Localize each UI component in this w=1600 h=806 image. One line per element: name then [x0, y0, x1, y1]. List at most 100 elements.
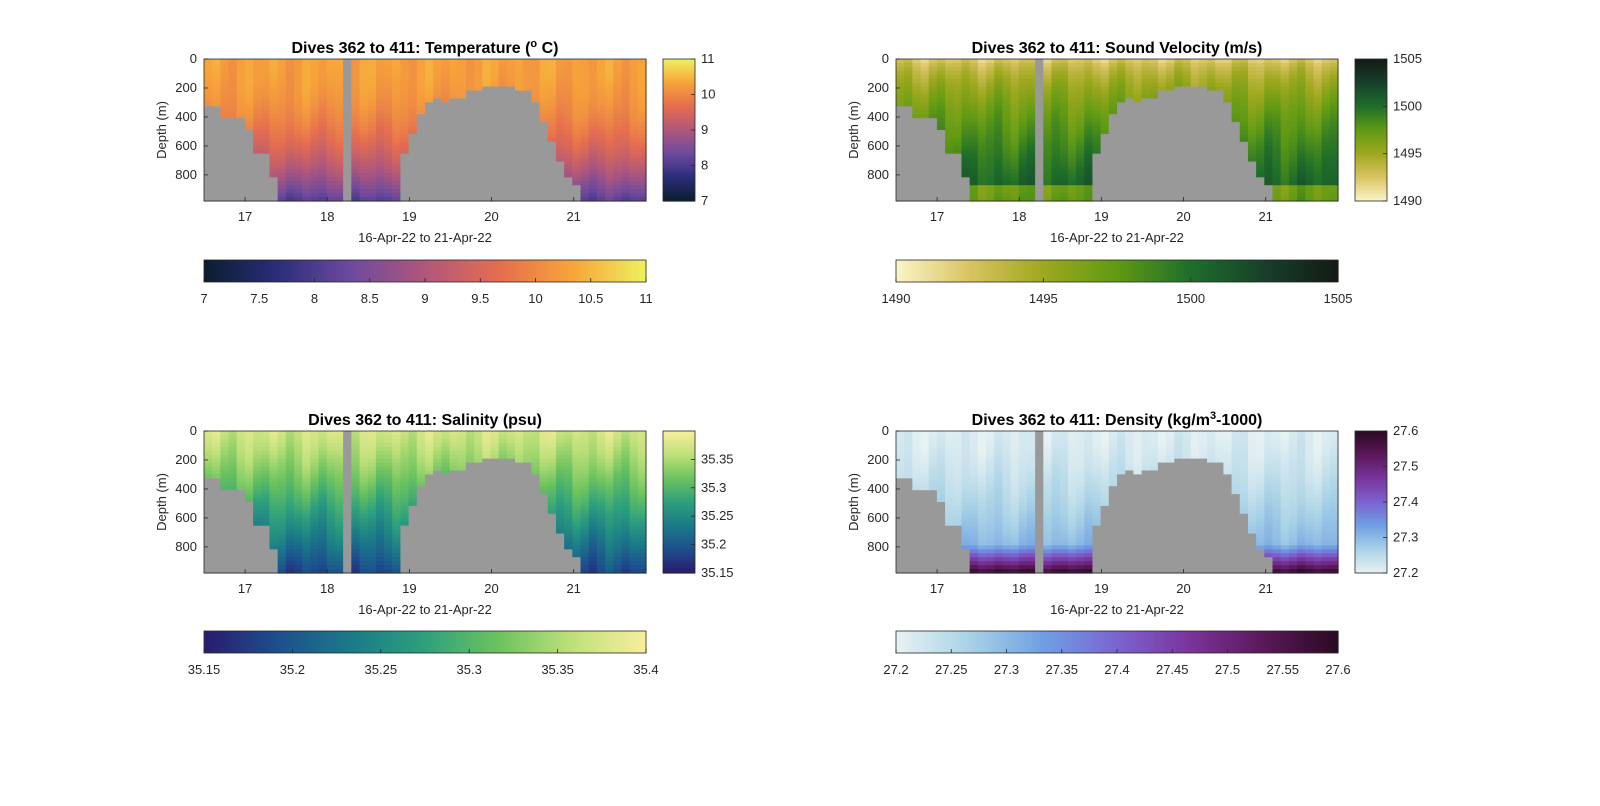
heat-cell	[1043, 130, 1052, 135]
colorbar-segment	[609, 260, 613, 282]
heat-cell	[400, 130, 409, 135]
heat-cell	[605, 110, 614, 115]
heat-cell	[613, 114, 622, 119]
heat-cell	[417, 79, 426, 84]
heat-cell	[212, 75, 221, 80]
heat-cell	[343, 490, 352, 495]
heat-cell	[1011, 150, 1020, 155]
heat-cell	[319, 142, 328, 147]
heat-cell	[1256, 106, 1265, 111]
heat-cell	[1002, 138, 1011, 143]
heat-cell	[269, 95, 278, 100]
heat-cell	[319, 193, 328, 198]
heat-cell	[229, 177, 238, 182]
heat-cell	[433, 67, 442, 72]
heat-cell	[597, 158, 606, 163]
colorbar-segment	[359, 260, 363, 282]
heat-cell	[286, 478, 295, 483]
heat-cell	[310, 87, 319, 92]
heat-cell	[212, 79, 221, 84]
heat-cell	[581, 166, 590, 171]
heat-cell	[1117, 181, 1126, 186]
heat-cell	[1060, 98, 1069, 103]
heat-cell	[961, 142, 970, 147]
heat-cell	[1084, 177, 1093, 182]
heat-cell	[343, 510, 352, 515]
heat-cell	[212, 447, 221, 452]
heat-cell	[1207, 166, 1216, 171]
heat-cell	[1232, 134, 1241, 139]
heat-cell	[515, 95, 524, 100]
heat-cell	[212, 431, 221, 436]
heat-cell	[970, 158, 979, 163]
colorbar-segment	[911, 260, 915, 282]
heat-cell	[245, 478, 254, 483]
heat-cell	[1281, 83, 1290, 88]
heat-cell	[904, 106, 913, 111]
heat-cell	[278, 146, 287, 151]
heat-cell	[269, 71, 278, 76]
heat-cell	[220, 522, 229, 527]
heat-cell	[360, 177, 369, 182]
heat-cell	[556, 142, 565, 147]
heat-cell	[556, 193, 565, 198]
heat-cell	[540, 142, 549, 147]
heat-cell	[1092, 169, 1101, 174]
heat-cell	[425, 114, 434, 119]
heat-cell	[1019, 134, 1028, 139]
heat-cell	[1101, 177, 1110, 182]
heat-cell	[1232, 95, 1241, 100]
heat-cell	[548, 71, 557, 76]
heat-cell	[1133, 158, 1142, 163]
heat-cell	[458, 98, 467, 103]
heat-cell	[630, 177, 639, 182]
heat-cell	[904, 63, 913, 68]
heat-cell	[302, 482, 311, 487]
heat-cell	[515, 126, 524, 131]
heat-cell	[531, 75, 540, 80]
heat-cell	[597, 177, 606, 182]
heat-cell	[278, 122, 287, 127]
heat-cell	[351, 126, 360, 131]
heat-cell	[425, 91, 434, 96]
heat-cell	[1248, 71, 1257, 76]
heat-cell	[499, 173, 508, 178]
heat-cell	[986, 142, 995, 147]
heat-cell	[269, 102, 278, 107]
heat-cell	[310, 510, 319, 515]
heat-cell	[556, 177, 565, 182]
heat-cell	[1043, 118, 1052, 123]
heat-cell	[220, 134, 229, 139]
heat-cell	[556, 122, 565, 127]
heat-cell	[1101, 173, 1110, 178]
heat-cell	[343, 79, 352, 84]
heat-cell	[286, 138, 295, 143]
heat-cell	[904, 118, 913, 123]
heat-cell	[896, 126, 905, 131]
heat-cell	[1125, 122, 1134, 127]
heat-cell	[605, 118, 614, 123]
heat-cell	[1150, 75, 1159, 80]
heat-cell	[1019, 142, 1028, 147]
heat-cell	[1273, 110, 1282, 115]
heat-cell	[269, 534, 278, 539]
heat-cell	[1027, 158, 1036, 163]
heat-cell	[204, 158, 213, 163]
heat-cell	[1313, 106, 1322, 111]
heat-cell	[1117, 162, 1126, 167]
heat-cell	[1158, 87, 1167, 92]
heat-cell	[904, 185, 913, 190]
heat-cell	[1248, 150, 1257, 155]
heat-cell	[978, 150, 987, 155]
colorbar-segment	[598, 260, 602, 282]
heat-cell	[433, 71, 442, 76]
y-tick-label: 800	[867, 167, 889, 182]
heat-cell	[286, 98, 295, 103]
heat-cell	[970, 98, 979, 103]
x-tick-label: 17	[238, 209, 252, 224]
heat-cell	[1043, 95, 1052, 100]
heat-cell	[605, 150, 614, 155]
heat-cell	[605, 71, 614, 76]
heat-cell	[343, 451, 352, 456]
heat-cell	[896, 193, 905, 198]
